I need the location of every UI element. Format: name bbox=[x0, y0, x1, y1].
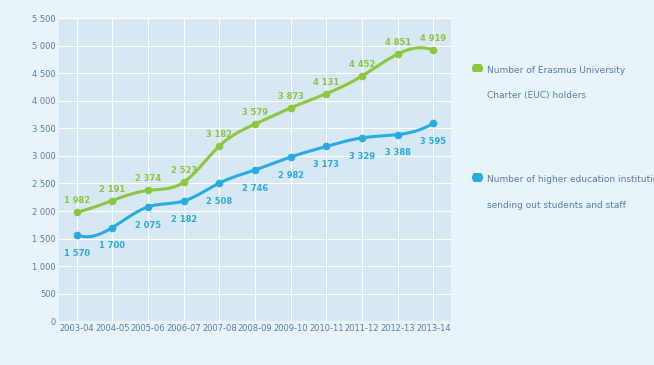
Text: 3 595: 3 595 bbox=[421, 137, 447, 146]
Text: 4 131: 4 131 bbox=[313, 78, 339, 87]
Text: 3 579: 3 579 bbox=[242, 108, 268, 117]
Text: 3 388: 3 388 bbox=[385, 149, 411, 157]
Text: Number of higher education institutions: Number of higher education institutions bbox=[487, 175, 654, 184]
Text: Charter (EUC) holders: Charter (EUC) holders bbox=[487, 91, 586, 100]
Text: 2 982: 2 982 bbox=[278, 171, 304, 180]
Text: 3 182: 3 182 bbox=[206, 130, 232, 139]
Text: 1 570: 1 570 bbox=[63, 249, 90, 258]
Text: 2 523: 2 523 bbox=[171, 166, 197, 175]
Text: 2 075: 2 075 bbox=[135, 221, 161, 230]
Text: Number of Erasmus University: Number of Erasmus University bbox=[487, 66, 625, 75]
Text: 1 982: 1 982 bbox=[63, 196, 90, 205]
Text: 2 746: 2 746 bbox=[242, 184, 268, 193]
Text: 3 173: 3 173 bbox=[313, 160, 339, 169]
Text: 2 508: 2 508 bbox=[206, 197, 232, 206]
Text: 1 700: 1 700 bbox=[99, 242, 126, 250]
Text: 4 851: 4 851 bbox=[385, 38, 411, 47]
Text: 4 452: 4 452 bbox=[349, 60, 375, 69]
Text: 2 191: 2 191 bbox=[99, 185, 126, 193]
Text: sending out students and staff: sending out students and staff bbox=[487, 201, 626, 210]
Text: 3 873: 3 873 bbox=[278, 92, 303, 101]
Text: 4 919: 4 919 bbox=[421, 34, 447, 43]
Text: 2 182: 2 182 bbox=[171, 215, 197, 224]
Text: 3 329: 3 329 bbox=[349, 152, 375, 161]
Text: 2 374: 2 374 bbox=[135, 174, 161, 184]
